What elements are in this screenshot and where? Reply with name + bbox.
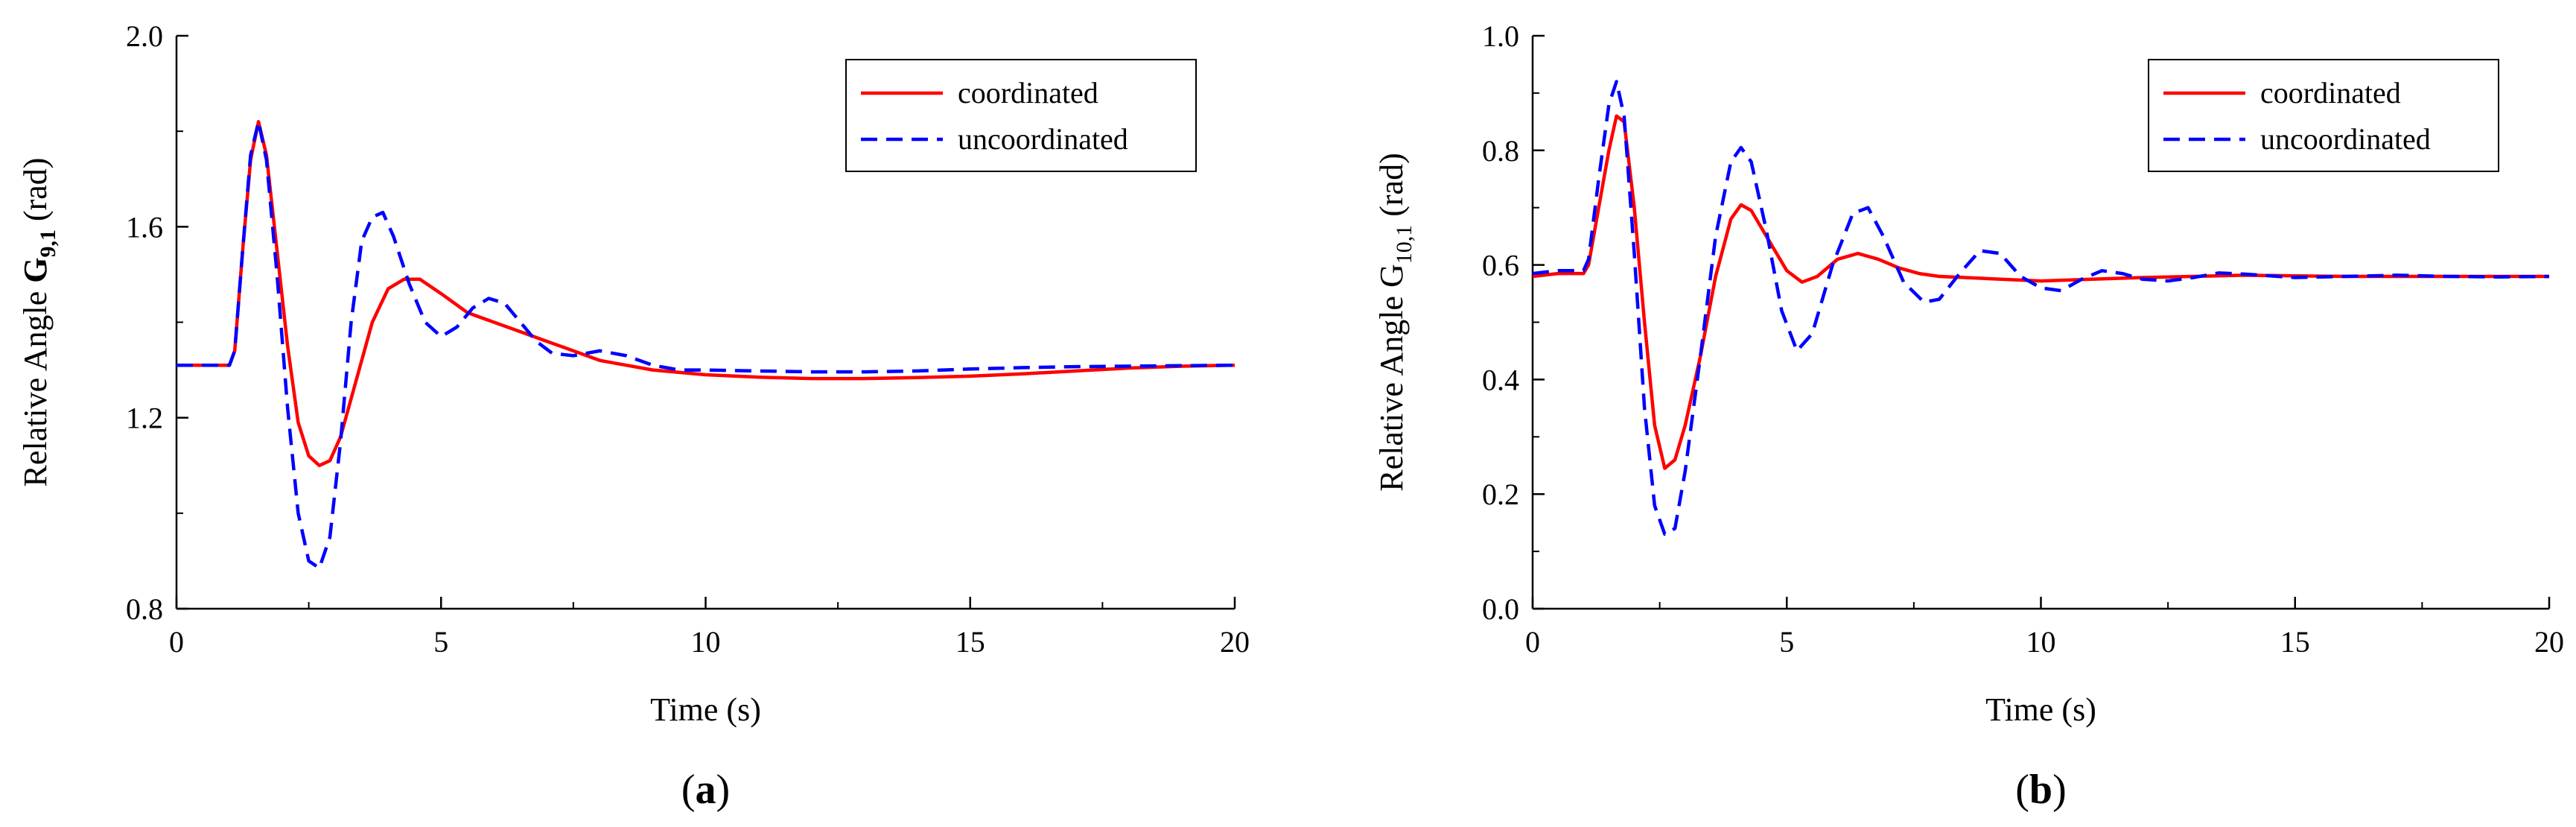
legend-label-coordinated: coordinated xyxy=(958,76,1098,110)
y-axis-title-subscript: 9,1 xyxy=(36,229,60,258)
y-tick-label: 0.8 xyxy=(126,592,163,626)
x-tick-label: 20 xyxy=(1220,625,1250,659)
y-tick-label: 0.4 xyxy=(1482,363,1519,396)
x-tick-label: 20 xyxy=(2534,625,2564,659)
y-axis-title-prefix: Relative Angle G xyxy=(1373,264,1410,492)
chart-panel-b: 0 5 10 15 20 0.0 0.2 0.4 0.6 0.8 1.0 Time (s) Relati… xyxy=(1373,19,2564,813)
x-axis-title: Time (s) xyxy=(1985,691,2096,728)
y-tick-label: 1.6 xyxy=(126,210,163,244)
x-tick-label: 15 xyxy=(2280,625,2310,659)
legend-box xyxy=(2148,59,2499,172)
y-axis-title: Relative Angle G10,1 (rad) xyxy=(1373,153,1416,492)
x-tick-label: 15 xyxy=(955,625,985,659)
y-tick-label: 0.0 xyxy=(1482,592,1519,626)
x-tick-label: 5 xyxy=(433,625,448,659)
x-tick-label: 10 xyxy=(691,625,721,659)
legend: coordinated uncoordinated xyxy=(2148,59,2499,172)
y-tick-label: 0.6 xyxy=(1482,249,1519,282)
series-line-uncoordinated xyxy=(1533,80,2549,536)
chart-panel-a: 0 5 10 15 20 0.8 1.2 1.6 2.0 Time (s) Relative Ang… xyxy=(17,19,1250,813)
y-tick-label: 2.0 xyxy=(126,19,163,53)
y-axis-title-prefix: Relative Angle xyxy=(17,283,54,487)
y-axis-title-subscript: 10,1 xyxy=(1392,225,1416,264)
panel-label: (b) xyxy=(2015,767,2066,813)
legend-label-uncoordinated: uncoordinated xyxy=(958,122,1128,156)
y-tick-label: 1.2 xyxy=(126,402,163,435)
y-axis-title: Relative Angle G9,1 (rad) xyxy=(17,158,60,487)
y-tick-label: 0.2 xyxy=(1482,478,1519,511)
legend-label-uncoordinated: uncoordinated xyxy=(2260,122,2431,156)
legend-box xyxy=(845,59,1197,172)
series-line-coordinated xyxy=(176,120,1235,468)
y-axis-title-symbol: G xyxy=(17,258,54,283)
y-axis-title-unit: (rad) xyxy=(17,158,54,230)
legend: coordinated uncoordinated xyxy=(845,59,1197,172)
legend-label-coordinated: coordinated xyxy=(2260,76,2401,110)
panel-label: (a) xyxy=(681,767,730,813)
x-axis-title: Time (s) xyxy=(650,691,761,728)
x-tick-label: 10 xyxy=(2026,625,2056,659)
y-tick-label: 0.8 xyxy=(1482,134,1519,168)
x-tick-label: 0 xyxy=(169,625,184,659)
x-tick-label: 5 xyxy=(1779,625,1794,659)
x-tick-label: 0 xyxy=(1525,625,1540,659)
series-line-uncoordinated xyxy=(176,120,1235,570)
y-axis-title-unit: (rad) xyxy=(1373,153,1410,225)
y-tick-label: 1.0 xyxy=(1482,19,1519,53)
